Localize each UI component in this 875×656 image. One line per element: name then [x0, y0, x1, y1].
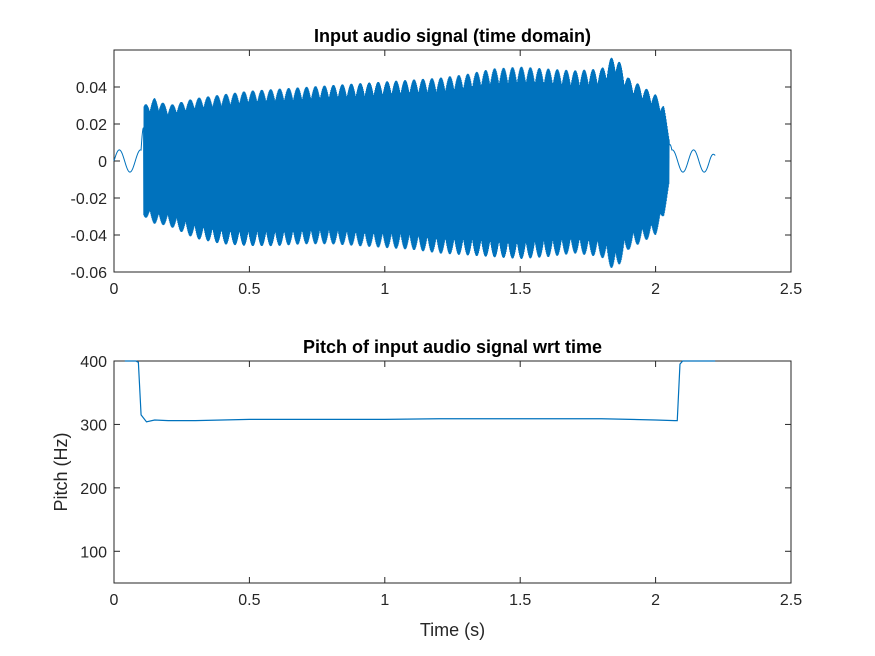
audio-signal-y-tick-label: 0.02 — [76, 117, 107, 134]
pitch-x-tick-label: 1.5 — [509, 592, 531, 609]
audio-signal-y-ticks: -0.06 -0.04 -0.02 0 0.02 0.04 — [71, 80, 791, 282]
audio-signal-x-ticks: 0 0.5 1 1.5 2 2.5 — [110, 50, 802, 298]
pitch-x-tick-label: 0 — [110, 592, 119, 609]
pitch-y-tick-label: 100 — [80, 544, 107, 561]
audio-signal-y-tick-label: -0.04 — [71, 228, 108, 245]
pitch-series — [124, 360, 716, 423]
audio-signal-x-tick-label: 2 — [651, 281, 660, 298]
pitch-title: Pitch of input audio signal wrt time — [303, 337, 602, 357]
pitch-y-tick-label: 200 — [80, 481, 107, 498]
audio-signal-x-tick-label: 1 — [380, 281, 389, 298]
audio-signal-y-tick-label: -0.06 — [71, 265, 108, 282]
pitch-x-tick-label: 1 — [380, 592, 389, 609]
audio-signal-x-tick-label: 2.5 — [780, 281, 802, 298]
audio-signal-y-tick-label: 0 — [98, 154, 107, 171]
audio-signal-x-tick-label: 0 — [110, 281, 119, 298]
audio-signal-axes: Input audio signal (time domain) 0 0.5 1 1.… — [71, 26, 803, 298]
audio-signal-series — [113, 57, 716, 268]
pitch-y-tick-label: 300 — [80, 417, 107, 434]
pitch-y-axis-label: Pitch (Hz) — [51, 432, 71, 511]
audio-signal-title: Input audio signal (time domain) — [314, 26, 591, 46]
pitch-x-tick-label: 0.5 — [238, 592, 260, 609]
pitch-x-ticks: 0 0.5 1 1.5 2 2.5 — [110, 361, 802, 609]
pitch-x-tick-label: 2.5 — [780, 592, 802, 609]
pitch-y-ticks: 100 200 300 400 — [80, 354, 791, 561]
audio-signal-y-tick-label: 0.04 — [76, 80, 107, 97]
audio-signal-y-tick-label: -0.02 — [71, 191, 108, 208]
pitch-axes: Pitch of input audio signal wrt time 0 0.… — [51, 337, 802, 640]
audio-signal-x-tick-label: 1.5 — [509, 281, 531, 298]
pitch-x-axis-label: Time (s) — [420, 620, 485, 640]
pitch-x-tick-label: 2 — [651, 592, 660, 609]
audio-signal-line — [113, 57, 716, 268]
pitch-y-tick-label: 400 — [80, 354, 107, 371]
pitch-line — [124, 360, 716, 423]
audio-signal-x-tick-label: 0.5 — [238, 281, 260, 298]
pitch-plot-area — [113, 360, 792, 584]
